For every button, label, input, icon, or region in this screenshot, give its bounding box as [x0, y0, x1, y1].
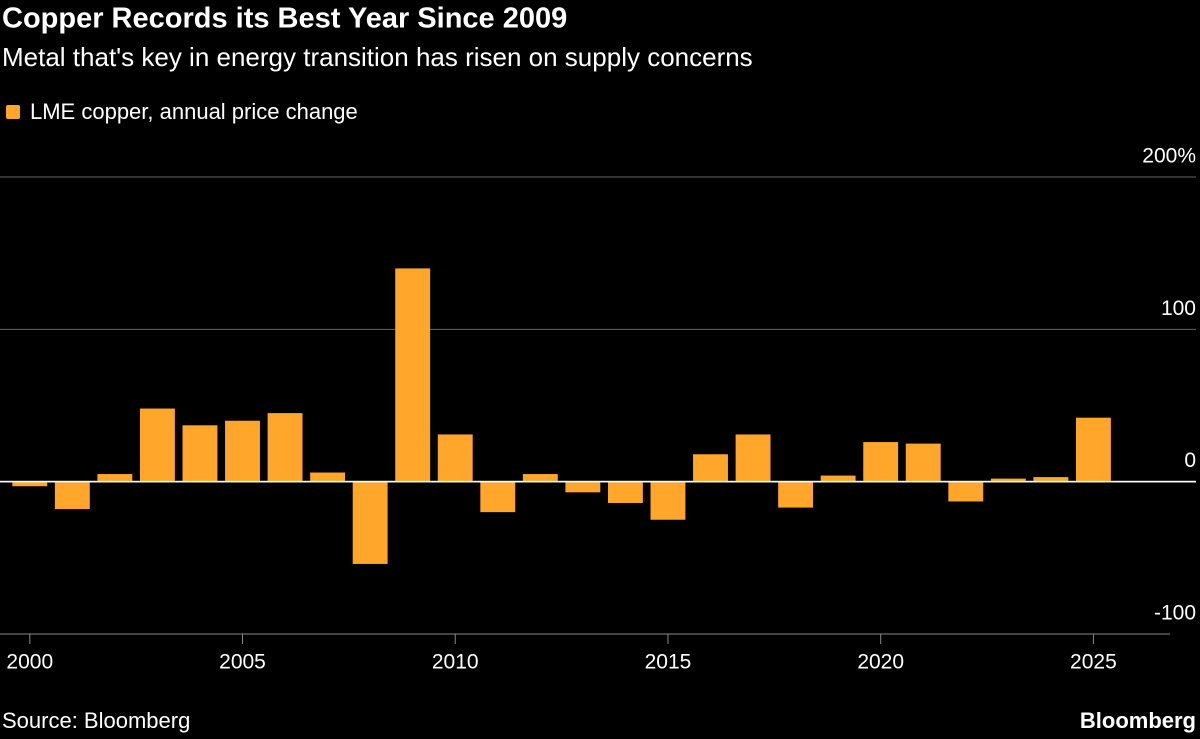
- x-tick-label: 2025: [1070, 651, 1117, 674]
- y-tick-label: -100: [1154, 602, 1196, 625]
- bar: [735, 434, 771, 482]
- bar: [182, 425, 218, 482]
- bar: [948, 481, 984, 502]
- bar: [54, 481, 90, 510]
- x-tick-label: 2000: [6, 651, 53, 674]
- x-tick-label: 2020: [857, 651, 904, 674]
- bar: [437, 434, 473, 482]
- bar: [1033, 477, 1069, 482]
- y-tick-label: 100: [1161, 297, 1196, 320]
- bar: [352, 481, 388, 564]
- chart-subtitle: Metal that's key in energy transition ha…: [2, 42, 753, 72]
- bar: [778, 481, 814, 508]
- bar: [522, 474, 558, 482]
- y-tick-label: 200%: [1142, 145, 1196, 168]
- bar: [267, 413, 303, 482]
- bar: [693, 454, 728, 482]
- bar: [905, 443, 941, 482]
- source: Source: Bloomberg: [2, 708, 190, 733]
- bar: [565, 481, 601, 493]
- bar: [395, 268, 431, 482]
- bar: [12, 481, 48, 487]
- bar: [1075, 417, 1111, 482]
- bar: [650, 481, 686, 520]
- legend-label: LME copper, annual price change: [30, 99, 358, 124]
- bar: [310, 472, 346, 482]
- bar: [139, 408, 175, 482]
- legend-swatch: [6, 105, 20, 119]
- chart-title: Copper Records its Best Year Since 2009: [2, 3, 567, 35]
- brand: Bloomberg: [1080, 708, 1196, 733]
- x-tick-label: 2005: [219, 651, 266, 674]
- bar: [97, 474, 133, 482]
- bar: [990, 478, 1026, 482]
- bar: [820, 475, 856, 482]
- bar: [607, 481, 643, 503]
- bar: [480, 481, 516, 513]
- y-tick-label: 0: [1184, 449, 1196, 472]
- bar: [863, 442, 899, 482]
- bar: [225, 420, 260, 482]
- x-tick-label: 2015: [645, 651, 692, 674]
- x-tick-label: 2010: [432, 651, 479, 674]
